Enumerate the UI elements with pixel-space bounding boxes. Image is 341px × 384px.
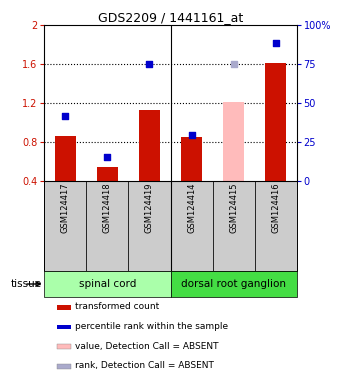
Text: dorsal root ganglion: dorsal root ganglion	[181, 279, 286, 289]
Bar	[57, 344, 71, 349]
Text: tissue: tissue	[11, 279, 42, 289]
Bar	[86, 181, 129, 271]
Title: GDS2209 / 1441161_at: GDS2209 / 1441161_at	[98, 11, 243, 24]
Bar	[57, 325, 71, 329]
Text: value, Detection Call = ABSENT: value, Detection Call = ABSENT	[75, 342, 219, 351]
Bar	[129, 181, 170, 271]
Bar	[57, 305, 71, 310]
Bar	[212, 181, 255, 271]
Bar	[170, 181, 212, 271]
Text: spinal cord: spinal cord	[79, 279, 136, 289]
Point	[147, 61, 152, 67]
Bar	[44, 181, 86, 271]
Point	[231, 61, 236, 67]
Bar	[55, 136, 76, 181]
Point	[189, 132, 194, 138]
FancyBboxPatch shape	[44, 271, 170, 296]
Bar	[265, 63, 286, 181]
Text: transformed count: transformed count	[75, 302, 160, 311]
Bar	[181, 137, 202, 181]
Point	[63, 113, 68, 119]
Text: rank, Detection Call = ABSENT: rank, Detection Call = ABSENT	[75, 361, 214, 370]
Text: GSM124418: GSM124418	[103, 183, 112, 233]
Bar	[139, 110, 160, 181]
Bar	[57, 364, 71, 369]
Text: GSM124417: GSM124417	[61, 183, 70, 233]
Text: GSM124419: GSM124419	[145, 183, 154, 233]
Text: GSM124415: GSM124415	[229, 183, 238, 233]
Bar	[223, 102, 244, 181]
Bar	[97, 167, 118, 181]
Text: GSM124414: GSM124414	[187, 183, 196, 233]
Point	[273, 40, 278, 46]
Text: percentile rank within the sample: percentile rank within the sample	[75, 322, 228, 331]
Text: GSM124416: GSM124416	[271, 183, 280, 233]
Bar	[255, 181, 297, 271]
FancyBboxPatch shape	[170, 271, 297, 296]
Point	[105, 154, 110, 160]
